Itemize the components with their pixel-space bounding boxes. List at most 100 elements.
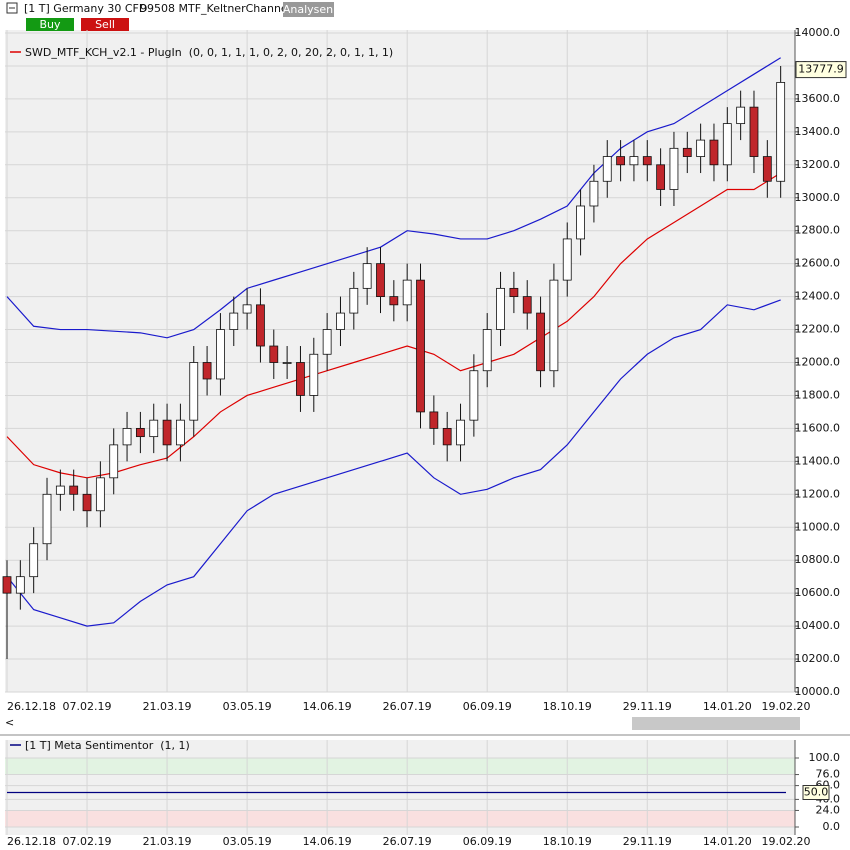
y-tick-label: 10600.0: [795, 586, 841, 599]
candle-body: [189, 362, 199, 421]
x-tick-label: 19.02.20: [762, 835, 811, 848]
candle-body: [762, 156, 772, 182]
candle-body: [576, 205, 585, 240]
y-tick-label: 10400.0: [795, 619, 841, 632]
candle-body: [522, 296, 532, 314]
y-tick-label: 10000.0: [795, 685, 841, 698]
x-tick-label: 29.11.19: [623, 700, 672, 713]
candle-body: [256, 304, 265, 347]
candle-body: [656, 164, 666, 190]
y-tick-label: 12000.0: [795, 356, 841, 369]
candle-body: [469, 370, 479, 421]
buy-button[interactable]: Buy: [39, 18, 61, 31]
channel-line: [6, 57, 781, 339]
candle-body: [122, 427, 132, 446]
y-tick-label: 10200.0: [795, 652, 841, 665]
candle-body: [749, 106, 759, 157]
y-tick-label: 12600.0: [795, 257, 841, 270]
y-tick-label: 100.0: [809, 751, 841, 764]
channel-line: [6, 299, 781, 627]
x-tick-label: 26.07.19: [383, 835, 432, 848]
candle-body: [642, 156, 652, 166]
candle-body: [416, 279, 425, 413]
legend-label: [1 T] Meta Sentimentor (1, 1): [25, 739, 190, 752]
candle-body: [296, 362, 305, 396]
x-tick-label: 18.10.19: [543, 835, 592, 848]
y-tick-label: 13000.0: [795, 191, 841, 204]
candle-body: [322, 329, 332, 355]
candle-body: [562, 238, 572, 281]
candle-body: [389, 296, 399, 306]
y-tick-label: 11800.0: [795, 388, 841, 401]
zone: [5, 758, 795, 775]
x-tick-label: 14.06.19: [303, 700, 352, 713]
candle-body: [162, 419, 172, 446]
sell-button[interactable]: Sell: [95, 18, 115, 31]
candle-body: [15, 576, 25, 594]
candle-body: [669, 147, 679, 190]
buy-button-bg[interactable]: [26, 18, 74, 31]
x-tick-label: 03.05.19: [223, 700, 272, 713]
candle-body: [202, 362, 212, 380]
x-tick-label: 21.03.19: [143, 700, 192, 713]
candle-body: [216, 329, 225, 380]
y-tick-label: 12800.0: [795, 224, 841, 237]
candle-body: [42, 493, 52, 545]
x-tick-label: 06.09.19: [463, 700, 512, 713]
candle-body: [336, 312, 345, 330]
x-tick-label: 26.12.18: [7, 700, 56, 713]
legend-label: SWD_MTF_KCH_v2.1 - PlugIn (0, 0, 1, 1, 1…: [25, 46, 393, 59]
y-tick-label: 11000.0: [795, 520, 841, 533]
y-tick-label: 24.0: [816, 803, 841, 816]
y-tick-label: 10800.0: [795, 553, 841, 566]
candle-body: [496, 287, 505, 330]
candle-body: [82, 493, 92, 512]
candle-body: [2, 576, 12, 594]
x-tick-label: 18.10.19: [543, 700, 592, 713]
last-price-label: 13777.9: [798, 63, 844, 76]
scroll-left[interactable]: <: [5, 716, 14, 729]
x-tick-label: 26.07.19: [383, 700, 432, 713]
candle-body: [229, 312, 239, 330]
instrument-name: [1 T] Germany 30 CFD: [24, 2, 147, 15]
last-price-box: [795, 61, 847, 79]
candle-body: [149, 419, 159, 438]
channel-line: [6, 172, 781, 479]
candle-body: [402, 279, 412, 306]
x-tick-label: 29.11.19: [623, 835, 672, 848]
candle-body: [309, 353, 319, 396]
candle-body: [509, 287, 519, 297]
candle-body: [682, 147, 692, 157]
sell-button-bg[interactable]: [81, 18, 129, 31]
candle-body: [549, 279, 559, 372]
y-tick-label: 0.0: [823, 820, 841, 833]
candle-body: [736, 106, 746, 125]
x-tick-label: 19.02.20: [762, 700, 811, 713]
x-tick-label: 07.02.19: [63, 700, 112, 713]
x-tick-label: 14.01.20: [703, 835, 752, 848]
analysis-button-bg[interactable]: [283, 2, 334, 17]
candle-body: [536, 312, 545, 372]
candle-body: [55, 485, 65, 495]
candle-body: [616, 156, 625, 166]
x-tick-label: 26.12.18: [7, 835, 56, 848]
candle-body: [482, 329, 492, 372]
analysis-button[interactable]: Analysen: [283, 3, 333, 16]
x-tick-label: 03.05.19: [223, 835, 272, 848]
y-tick-label: 11400.0: [795, 454, 841, 467]
candle-body: [95, 477, 105, 512]
x-tick-label: 07.02.19: [63, 835, 112, 848]
candle-body: [696, 139, 706, 157]
candle-body: [629, 156, 639, 166]
candle-body: [442, 427, 452, 446]
candle-body: [456, 419, 465, 446]
candle-body: [109, 444, 119, 479]
y-tick-label: 11200.0: [795, 487, 841, 500]
template-name: 99508 MTF_KeltnerChannel: [140, 2, 291, 15]
zone: [5, 810, 795, 827]
x-tick-label: 21.03.19: [143, 835, 192, 848]
y-tick-label: 13200.0: [795, 158, 841, 171]
y-tick-label: 14000.0: [795, 26, 841, 39]
scrollbar-thumb[interactable]: [632, 717, 800, 730]
